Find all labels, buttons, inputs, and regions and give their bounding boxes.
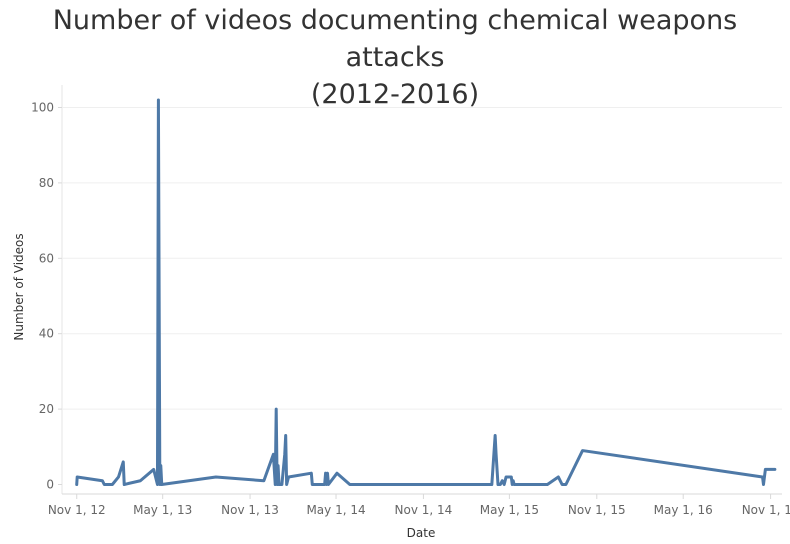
x-tick-label: Nov 1, 14 (395, 503, 453, 517)
x-tick-label: May 1, 13 (133, 503, 192, 517)
y-tick-label: 80 (39, 176, 54, 190)
data-point (324, 472, 327, 474)
x-tick-label: Nov 1, 13 (221, 503, 279, 517)
data-point (111, 483, 114, 486)
data-point (326, 472, 329, 474)
data-point (263, 479, 265, 482)
y-axis-label: Number of Videos (12, 233, 26, 340)
data-point (159, 483, 161, 486)
y-axis: 0 20 40 60 80 100 (31, 101, 62, 492)
data-point (310, 472, 313, 474)
data-point (285, 483, 288, 486)
data-point (103, 483, 106, 486)
x-axis-label: Date (407, 526, 436, 540)
data-point (327, 483, 330, 486)
data-point (499, 483, 502, 486)
data-point (278, 483, 280, 486)
data-point (117, 476, 120, 478)
data-point (503, 483, 505, 486)
data-point (565, 483, 567, 486)
data-point (557, 476, 560, 478)
data-point (274, 483, 277, 486)
data-point (764, 468, 767, 471)
data-point (123, 483, 126, 486)
data-point (311, 483, 314, 486)
chart-title: Number of videos documenting chemical we… (0, 2, 790, 113)
data-point (160, 483, 163, 486)
y-tick-label: 0 (46, 478, 54, 492)
data-point (494, 434, 496, 437)
data-point (283, 453, 286, 456)
y-tick-label: 20 (39, 402, 54, 416)
data-point (277, 464, 279, 467)
gridlines (61, 85, 782, 495)
data-point (762, 483, 765, 486)
y-tick-label: 60 (39, 251, 54, 265)
x-tick-label: Nov 1, 12 (48, 503, 106, 517)
data-point (315, 483, 317, 486)
x-tick-label: May 1, 15 (480, 503, 539, 517)
data-point (495, 453, 497, 456)
data-point (157, 99, 160, 101)
data-points (75, 99, 776, 486)
x-axis: Nov 1, 12 May 1, 13 Nov 1, 13 May 1, 14 Nov … (48, 494, 790, 517)
data-point (152, 468, 155, 471)
series-line (75, 98, 777, 486)
data-point (275, 408, 278, 410)
data-point (581, 449, 584, 452)
data-point (761, 476, 764, 478)
data-point (76, 476, 78, 478)
data-point (501, 479, 504, 482)
data-point (491, 483, 493, 486)
y-tick-label: 100 (31, 101, 54, 115)
data-point (159, 464, 162, 467)
data-point (281, 483, 283, 486)
data-point (156, 483, 159, 486)
data-point (497, 483, 499, 486)
x-tick-label: Nov 1, 16 (742, 503, 790, 517)
data-point (284, 434, 287, 437)
x-tick-label: May 1, 16 (654, 503, 713, 517)
chart-title-line-1: Number of videos documenting chemical we… (52, 5, 738, 73)
y-tick-label: 40 (39, 327, 54, 341)
data-point (272, 453, 275, 456)
data-point (512, 479, 514, 482)
data-point (349, 483, 351, 486)
data-point (505, 476, 507, 478)
data-point (101, 479, 104, 482)
data-point (774, 468, 776, 471)
data-point (276, 483, 278, 486)
data-point (122, 461, 125, 463)
x-tick-label: May 1, 14 (306, 503, 365, 517)
data-point (323, 483, 326, 486)
data-point (215, 476, 217, 478)
data-point (139, 479, 142, 482)
chart-title-line-2: (2012-2016) (310, 79, 480, 110)
data-point (510, 476, 513, 478)
data-point (511, 483, 514, 486)
data-point (546, 483, 549, 486)
x-tick-label: Nov 1, 15 (568, 503, 626, 517)
data-point (513, 483, 515, 486)
data-point (561, 483, 563, 486)
series-lines (75, 98, 777, 486)
data-point (325, 483, 328, 486)
data-point (75, 483, 78, 486)
data-point (287, 476, 290, 478)
data-point (336, 472, 338, 474)
